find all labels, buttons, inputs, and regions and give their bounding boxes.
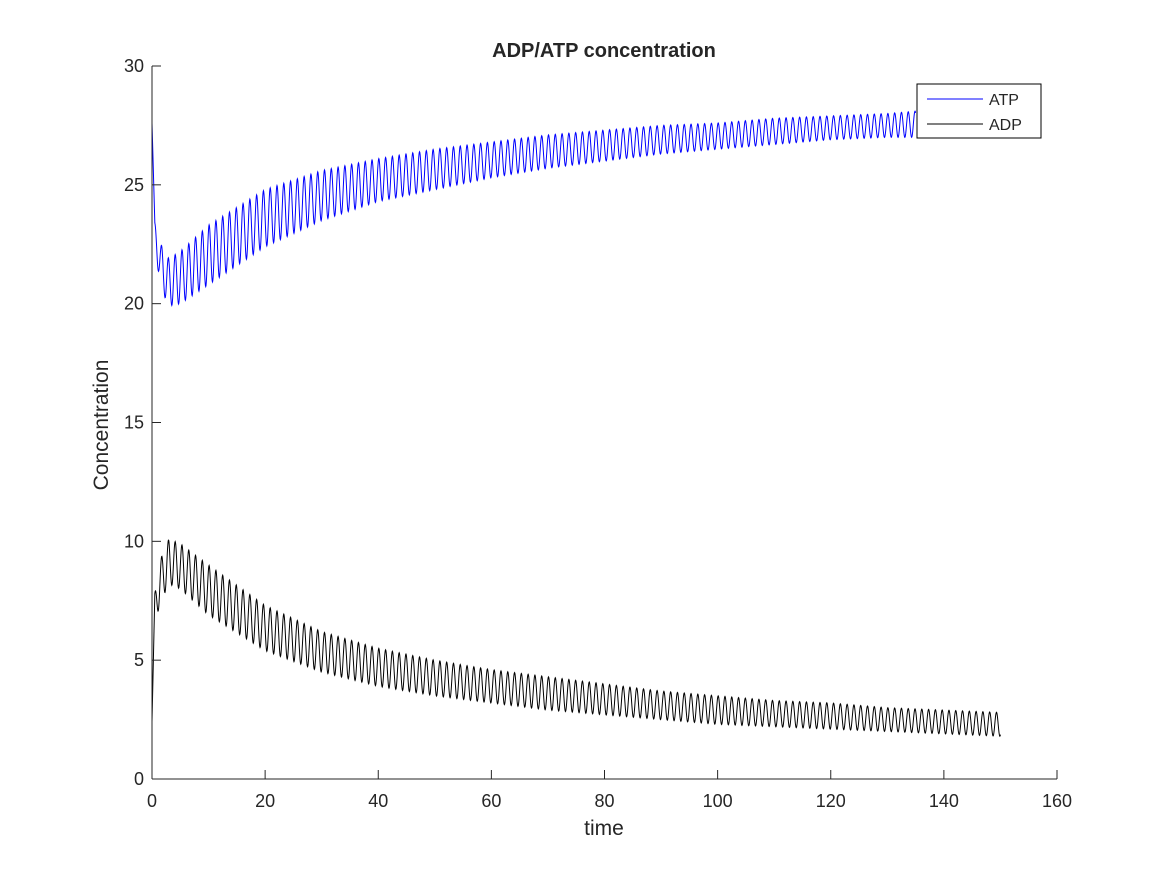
plot-background: [152, 66, 1057, 779]
x-tick-label: 0: [147, 791, 157, 811]
axes-layer: 0 20 40 60 80 100 120 140 160 0 5 10 15 20 25 30: [124, 56, 1072, 811]
x-tick-label: 80: [594, 791, 614, 811]
x-tick-label: 120: [816, 791, 846, 811]
x-tick-label: 140: [929, 791, 959, 811]
legend-box: [916, 83, 1042, 139]
x-tick-label: 60: [481, 791, 501, 811]
x-tick-label: 20: [255, 791, 275, 811]
y-tick-label: 30: [124, 56, 144, 76]
x-tick-label: 100: [703, 791, 733, 811]
y-tick-label: 20: [124, 294, 144, 314]
series-line-atp: [151, 110, 917, 307]
x-axis-label: time: [584, 817, 624, 840]
legend-label-atp: ATP: [989, 92, 1019, 109]
series-layer: [151, 110, 1001, 738]
x-tick-label: 40: [368, 791, 388, 811]
y-tick-label: 15: [124, 413, 144, 433]
legend-label-adp: ADP: [989, 117, 1022, 134]
y-axis-label: Concentration: [90, 360, 113, 491]
y-tick-label: 5: [134, 650, 144, 670]
chart-title: ADP/ATP concentration: [492, 40, 716, 62]
y-tick-label: 10: [124, 531, 144, 551]
legend: ATP ADP: [916, 83, 1042, 139]
series-line-adp: [151, 539, 1001, 738]
y-tick-label: 25: [124, 175, 144, 195]
x-tick-label: 160: [1042, 791, 1072, 811]
y-tick-label: 0: [134, 769, 144, 789]
